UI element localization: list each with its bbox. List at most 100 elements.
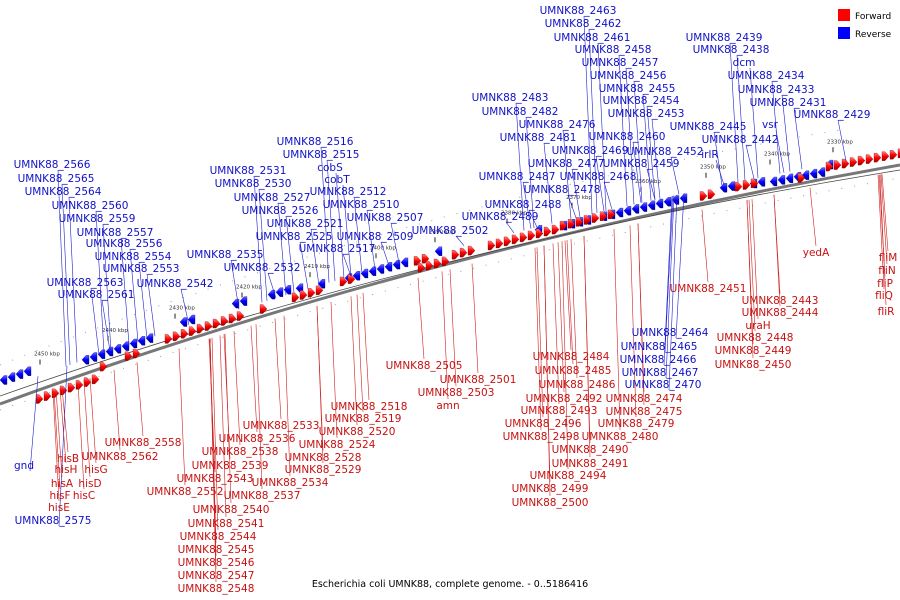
reverse-gene-label: UMNK88_2477	[528, 158, 605, 170]
forward-gene-arrow	[413, 256, 422, 266]
reverse-gene-label: UMNK88_2575	[15, 515, 92, 527]
forward-gene-label: UMNK88_2474	[606, 393, 683, 405]
leader-line	[59, 388, 67, 464]
leader-line	[751, 199, 759, 320]
forward-gene-label: UMNK88_2475	[606, 406, 683, 418]
leader-line	[675, 193, 685, 339]
forward-gene-label: UMNK88_2524	[299, 439, 376, 451]
forward-gene-arrow	[441, 256, 450, 267]
forward-gene-arrow	[797, 173, 806, 183]
leader-line	[570, 239, 578, 379]
forward-gene-label: UMNK88_2485	[535, 365, 612, 377]
leader-line	[749, 67, 759, 178]
leader-line	[637, 223, 645, 406]
leader-line	[566, 239, 574, 365]
forward-gene-label: fliP	[877, 278, 893, 290]
leader-line	[253, 175, 263, 303]
reverse-gene-label: UMNK88_2458	[575, 44, 652, 56]
forward-gene-arrow	[551, 224, 560, 235]
forward-gene-arrow	[99, 361, 108, 372]
reverse-gene-label: UMNK88_2566	[14, 159, 91, 171]
leader-line	[449, 269, 457, 387]
forward-gene-label: UMNK88_2505	[386, 360, 463, 372]
forward-gene-label: UMNK88_2498	[503, 431, 580, 443]
reverse-gene-label: UMNK88_2527	[234, 192, 311, 204]
leader-line	[668, 194, 678, 391]
forward-gene-label: UMNK88_2547	[178, 570, 255, 582]
forward-gene-arrow	[841, 158, 850, 169]
forward-gene-arrow	[575, 217, 584, 227]
forward-gene-label: UMNK88_2499	[512, 483, 589, 495]
legend-reverse-swatch	[838, 27, 850, 39]
leader-line	[102, 223, 112, 351]
leader-line	[809, 187, 817, 247]
reverse-gene-label: cobT	[324, 174, 350, 186]
forward-gene-label: UMNK88_2492	[526, 393, 603, 405]
leader-line	[664, 195, 674, 353]
forward-gene-arrow	[421, 254, 430, 264]
reverse-gene-arrow	[663, 197, 672, 207]
forward-gene-arrow	[204, 321, 213, 331]
leader-line	[267, 272, 277, 299]
reverse-gene-arrow	[376, 264, 385, 274]
reverse-gene-arrow	[631, 204, 640, 214]
forward-gene-arrow	[857, 155, 866, 166]
reverse-gene-label: UMNK88_2556	[86, 238, 163, 250]
forward-gene-label: UMNK88_2450	[715, 359, 792, 371]
leader-line	[748, 199, 756, 332]
kbp-tick-label: 2410 kbp	[304, 264, 330, 270]
leader-line	[52, 390, 60, 502]
reverse-gene-label: UMNK88_2507	[347, 212, 424, 224]
reverse-gene-label: UMNK88_2487	[479, 171, 556, 183]
leader-line	[335, 172, 345, 279]
leader-line	[773, 194, 781, 307]
leader-line	[219, 335, 227, 518]
leader-line	[618, 54, 628, 207]
forward-gene-arrow	[164, 334, 173, 344]
leader-line	[588, 28, 598, 213]
reverse-gene-label: UMNK88_2542	[137, 278, 214, 290]
reverse-gene-label: UMNK88_2515	[283, 149, 360, 161]
forward-gene-label: UMNK88_2501	[440, 374, 517, 386]
reverse-gene-label: UMNK88_2453	[608, 108, 685, 120]
reverse-gene-label: UMNK88_2517	[299, 243, 376, 255]
forward-gene-label: UMNK88_2491	[552, 458, 629, 470]
reverse-gene-arrow	[275, 287, 284, 297]
forward-gene-arrow	[339, 276, 348, 287]
leader-line	[528, 209, 538, 228]
reverse-gene-arrow	[719, 183, 728, 193]
forward-gene-label: hisG	[84, 464, 107, 476]
leader-line	[597, 42, 607, 211]
forward-gene-label: hisH	[55, 464, 78, 476]
leader-line	[837, 119, 847, 161]
reverse-gene-arrow	[727, 181, 736, 191]
forward-gene-label: UMNK88_2449	[715, 345, 792, 357]
leader-line	[781, 94, 791, 172]
leader-line	[61, 183, 71, 365]
reverse-gene-label: UMNK88_2464	[632, 327, 709, 339]
leader-line	[342, 253, 352, 277]
leader-line	[603, 181, 613, 210]
reverse-gene-label: UMNK88_2512	[310, 186, 387, 198]
leader-line	[320, 146, 330, 283]
leader-line	[713, 131, 723, 186]
leader-line	[101, 299, 111, 352]
leader-line	[552, 243, 560, 405]
reverse-gene-label: UMNK88_2465	[621, 341, 698, 353]
reverse-gene-arrow	[368, 266, 377, 276]
forward-gene-arrow	[567, 219, 576, 229]
forward-gene-label: UMNK88_2537	[224, 490, 301, 502]
leader-line	[362, 292, 370, 401]
genome-caption: Escherichia coli UMNK88, complete genome…	[312, 579, 588, 590]
reverse-gene-label: dcm	[733, 57, 756, 69]
forward-gene-arrow	[873, 153, 882, 163]
leader-line	[95, 210, 105, 354]
forward-gene-arrow	[307, 288, 316, 298]
forward-gene-arrow	[172, 331, 181, 341]
leader-line	[250, 325, 258, 433]
forward-gene-arrow	[833, 160, 842, 170]
reverse-gene-arrow	[817, 167, 826, 177]
reverse-gene-label: UMNK88_2557	[77, 227, 154, 239]
